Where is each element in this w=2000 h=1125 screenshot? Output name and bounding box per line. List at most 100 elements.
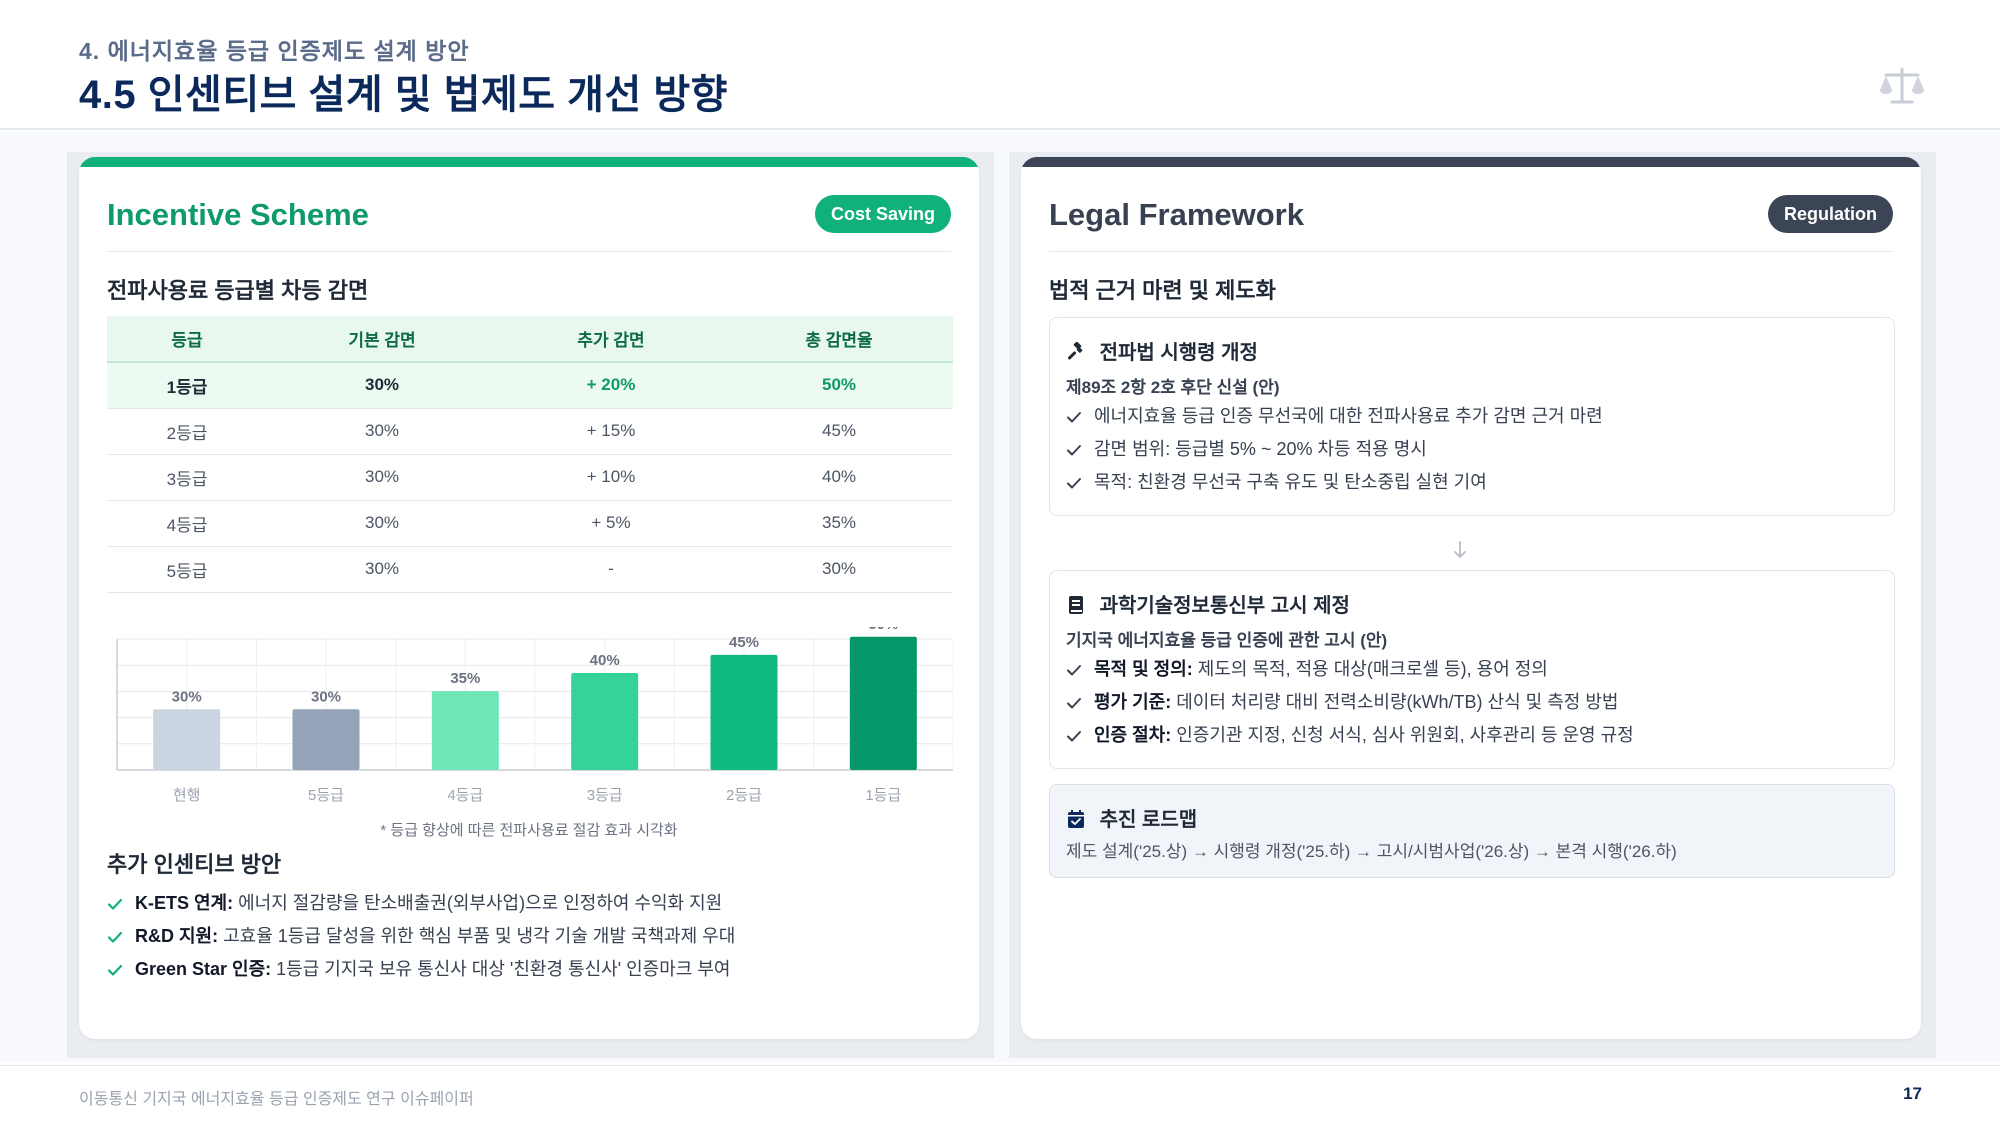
column-header: 추가 감면 [497, 316, 725, 363]
list-item: 감면 범위: 등급별 5% ~ 20% 차등 적용 명시 [1066, 433, 1866, 466]
box-subtitle: 제89조 2항 2호 후단 신설 (안) [1066, 378, 1280, 397]
legal-heading: 법적 근거 마련 및 제도화 [1049, 278, 1276, 303]
box-title-text: 추진 로드맵 [1099, 809, 1198, 831]
ministry-notice-list: 목적 및 정의: 제도의 목적, 적용 대상(매크로셀 등), 용어 정의 평가… [1066, 653, 1866, 752]
item-text: 데이터 처리량 대비 전력소비량(kWh/TB) 산식 및 측정 방법 [1171, 692, 1619, 712]
bar-현행 [153, 709, 221, 770]
box-title-text: 전파법 시행령 개정 [1099, 342, 1258, 364]
column-header: 총 감면율 [725, 316, 953, 363]
regulation-badge: Regulation [1768, 195, 1893, 233]
table-cell: 5등급 [107, 546, 267, 593]
card-title: Incentive Scheme [107, 197, 369, 232]
table-row: 3등급 30% + 10% 40% [107, 454, 953, 501]
list-item: 인증 절차: 인증기관 지정, 신청 서식, 심사 위원회, 사후관리 등 운영… [1066, 719, 1866, 752]
table-row: 1등급 30% + 20% 50% [107, 362, 953, 409]
bar-value-label: 40% [590, 652, 620, 669]
roadmap-text: 제도 설계('25.상) → 시행령 개정('25.하) → 고시/시범사업('… [1066, 842, 1677, 861]
table-row: 5등급 30% - 30% [107, 546, 953, 593]
item-text: 1등급 기지국 보유 통신사 대상 '친환경 통신사' 인증마크 부여 [271, 959, 731, 979]
category-label: 2등급 [726, 787, 762, 804]
radio-act-box: 전파법 시행령 개정 제89조 2항 2호 후단 신설 (안) 에너지효율 등급… [1049, 317, 1895, 516]
table-cell: + 20% [497, 362, 725, 409]
table-row: 2등급 30% + 15% 45% [107, 408, 953, 455]
check-icon [1067, 698, 1081, 709]
check-icon [107, 931, 123, 943]
box-title: 추진 로드맵 [1066, 803, 1197, 832]
table-cell: 30% [267, 362, 497, 409]
cost-saving-badge: Cost Saving [814, 195, 951, 233]
item-label: K-ETS 연계: [135, 893, 234, 913]
table-cell: 50% [725, 362, 953, 409]
item-label: 인증 절차: [1094, 725, 1172, 745]
table-cell: 1등급 [107, 362, 267, 409]
arrow-down-icon [1454, 541, 1466, 558]
item-text: 에너지 절감량을 탄소배출권(외부사업)으로 인정하여 수익화 지원 [233, 893, 723, 913]
category-label: 1등급 [865, 787, 901, 804]
list-item: Green Star 인증: 1등급 기지국 보유 통신사 대상 '친환경 통신… [107, 953, 953, 986]
card-title: Legal Framework [1049, 197, 1304, 232]
card-accent-bar [79, 157, 979, 167]
list-item: 에너지효율 등급 인증 무선국에 대한 전파사용료 추가 감면 근거 마련 [1066, 400, 1866, 433]
extra-incentive-list: K-ETS 연계: 에너지 절감량을 탄소배출권(외부사업)으로 인정하여 수익… [107, 887, 953, 986]
gavel-icon [1068, 342, 1083, 360]
category-label: 4등급 [447, 787, 483, 804]
check-icon [1067, 412, 1081, 423]
table-cell: + 15% [497, 408, 725, 455]
column-header: 기본 감면 [267, 316, 497, 363]
table-cell: + 10% [497, 454, 725, 501]
divider [1049, 251, 1893, 252]
balance-scale-icon [1880, 67, 1924, 104]
table-cell: 35% [725, 500, 953, 547]
radio-act-list: 에너지효율 등급 인증 무선국에 대한 전파사용료 추가 감면 근거 마련 감면… [1066, 400, 1866, 499]
page-header: 4. 에너지효율 등급 인증제도 설계 방안 4.5 인센티브 설계 및 법제도… [0, 0, 2000, 130]
item-label: R&D 지원: [135, 926, 219, 946]
table-cell: 2등급 [107, 408, 267, 455]
table-cell: 30% [725, 546, 953, 593]
check-icon [107, 964, 123, 976]
check-icon [1067, 731, 1081, 742]
item-text: 감면 범위: 등급별 5% ~ 20% 차등 적용 명시 [1094, 439, 1427, 459]
chart-caption: * 등급 향상에 따른 전파사용료 절감 효과 시각화 [380, 822, 678, 839]
item-label: 목적 및 정의: [1094, 659, 1193, 679]
discount-table: 등급 기본 감면 추가 감면 총 감면율 1등급 30% + 20% 50% 2… [107, 316, 953, 593]
table-cell: - [497, 546, 725, 593]
ministry-notice-box: 과학기술정보통신부 고시 제정 기지국 에너지효율 등급 인증에 관한 고시 (… [1049, 570, 1895, 769]
list-item: R&D 지원: 고효율 1등급 달성을 위한 핵심 부품 및 냉각 기술 개발 … [107, 920, 953, 953]
list-item: K-ETS 연계: 에너지 절감량을 탄소배출권(외부사업)으로 인정하여 수익… [107, 887, 953, 920]
page-title: 4.5 인센티브 설계 및 법제도 개선 방향 [79, 73, 728, 117]
card-accent-bar [1021, 157, 1921, 167]
table-row: 4등급 30% + 5% 35% [107, 500, 953, 547]
box-subtitle: 기지국 에너지효율 등급 인증에 관한 고시 (안) [1066, 631, 1388, 650]
bar-value-label: 30% [172, 688, 202, 705]
bar-value-label: 30% [311, 688, 341, 705]
table-cell: + 5% [497, 500, 725, 547]
box-title-text: 과학기술정보통신부 고시 제정 [1099, 595, 1350, 617]
savings-bar-chart: 30% 현행 30% 5등급 35% 4등급 40% 3등급 45% 2등급 50% 1등급 [116, 627, 953, 804]
bar-4등급 [431, 691, 499, 770]
table-cell: 4등급 [107, 500, 267, 547]
table-heading: 전파사용료 등급별 차등 감면 [107, 278, 369, 303]
extra-incentive-heading: 추가 인센티브 방안 [107, 852, 282, 877]
bar-value-label: 35% [450, 670, 480, 687]
bar-value-label: 50% [868, 627, 898, 633]
divider [107, 251, 951, 252]
item-text: 고효율 1등급 달성을 위한 핵심 부품 및 냉각 기술 개발 국책과제 우대 [218, 926, 736, 946]
table-header-row: 등급 기본 감면 추가 감면 총 감면율 [107, 316, 953, 363]
bar-5등급 [292, 709, 360, 770]
box-title: 전파법 시행령 개정 [1066, 336, 1258, 365]
category-label: 현행 [173, 787, 201, 804]
table-cell: 40% [725, 454, 953, 501]
item-text: 인증기관 지정, 신청 서식, 심사 위원회, 사후관리 등 운영 규정 [1171, 725, 1634, 745]
check-icon [107, 898, 123, 910]
list-item: 목적: 친환경 무선국 구축 유도 및 탄소중립 실현 기여 [1066, 466, 1866, 499]
section-kicker: 4. 에너지효율 등급 인증제도 설계 방안 [79, 38, 470, 64]
table-cell: 45% [725, 408, 953, 455]
book-icon [1069, 596, 1083, 614]
check-icon [1067, 665, 1081, 676]
check-icon [1067, 445, 1081, 456]
item-label: 평가 기준: [1094, 692, 1172, 712]
item-text: 제도의 목적, 적용 대상(매크로셀 등), 용어 정의 [1192, 659, 1548, 679]
table-cell: 30% [267, 546, 497, 593]
bar-value-label: 45% [729, 634, 759, 651]
calendar-check-icon [1068, 810, 1084, 828]
